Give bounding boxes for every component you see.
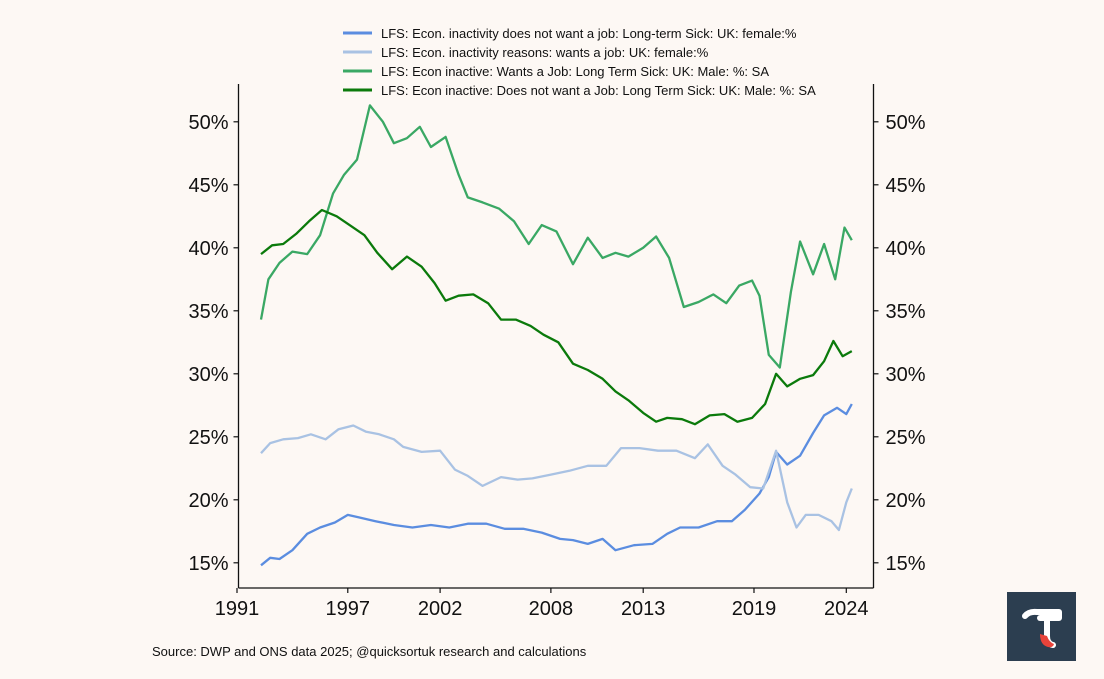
y-tick-label-left: 30% <box>188 364 228 386</box>
x-tick-label: 2019 <box>732 598 777 620</box>
y-tick-label-left: 15% <box>188 553 228 575</box>
y-tick-label-right: 15% <box>886 553 926 575</box>
y-tick-label-right: 45% <box>886 175 926 197</box>
legend-label-1: LFS: Econ. inactivity does not want a jo… <box>381 26 797 41</box>
y-tick-label-right: 20% <box>886 490 926 512</box>
x-tick-label: 2008 <box>529 598 574 620</box>
right-y-axis: 15% 20% 25% 30% 35% 40% 45% 50% <box>872 84 926 588</box>
y-tick-label-right: 40% <box>886 238 926 260</box>
legend: LFS: Econ. inactivity does not want a jo… <box>343 26 816 98</box>
y-tick-label-left: 35% <box>188 301 228 323</box>
y-tick-label-right: 50% <box>886 112 926 134</box>
legend-label-4: LFS: Econ inactive: Does not want a Job:… <box>381 83 816 98</box>
plot-area <box>259 104 853 567</box>
tau-icon <box>1022 608 1062 648</box>
y-tick-label-right: 35% <box>886 301 926 323</box>
x-tick-label: 2013 <box>621 598 666 620</box>
x-tick-label: 1997 <box>326 598 371 620</box>
source-note: Source: DWP and ONS data 2025; @quicksor… <box>152 644 587 659</box>
y-tick-label-right: 25% <box>886 427 926 449</box>
y-tick-label-right: 30% <box>886 364 926 386</box>
quicksort-logo <box>1007 592 1076 661</box>
y-tick-label-left: 45% <box>188 175 228 197</box>
series-line-2 <box>260 424 853 532</box>
x-axis: 1991 1997 2002 2008 2013 2019 2024 <box>215 587 874 620</box>
x-tick-label: 2024 <box>824 598 869 620</box>
series-line-3 <box>259 104 853 369</box>
y-tick-label-left: 20% <box>188 490 228 512</box>
x-tick-label: 1991 <box>215 598 260 620</box>
legend-label-2: LFS: Econ. inactivity reasons: wants a j… <box>381 45 709 60</box>
y-tick-label-left: 40% <box>188 238 228 260</box>
left-y-axis: 15% 20% 25% 30% 35% 40% 45% 50% <box>188 84 240 588</box>
series-line-1 <box>260 403 853 567</box>
series-line-4 <box>260 208 853 426</box>
y-tick-label-left: 25% <box>188 427 228 449</box>
y-tick-label-left: 50% <box>188 112 228 134</box>
legend-label-3: LFS: Econ inactive: Wants a Job: Long Te… <box>381 64 769 79</box>
x-tick-label: 2002 <box>418 598 463 620</box>
